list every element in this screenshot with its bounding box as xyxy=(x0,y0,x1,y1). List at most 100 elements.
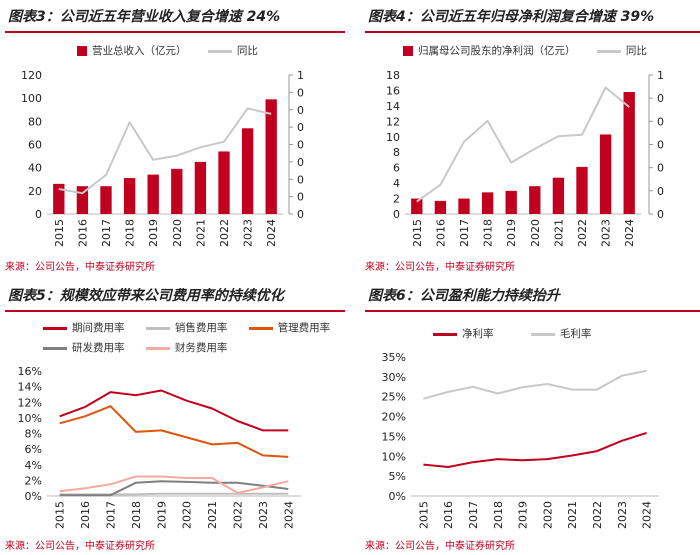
bar xyxy=(194,161,207,214)
series-line xyxy=(58,107,272,195)
y-tick-label: 0% xyxy=(389,490,406,503)
y-tick-label: 0% xyxy=(25,490,42,503)
right-tick-label: 0 xyxy=(297,121,304,134)
legend-label: 同比 xyxy=(625,45,647,57)
right-tick-label: 0 xyxy=(297,191,304,204)
source-note: 来源：公司公告，中泰证券研究所 xyxy=(5,541,155,552)
y-tick-label: 40 xyxy=(28,162,42,175)
bar xyxy=(53,183,65,214)
x-tick-label: 2020 xyxy=(541,501,554,529)
series-line xyxy=(423,369,647,400)
right-tick-label: 0 xyxy=(297,208,304,221)
y-tick-label: 14 xyxy=(386,100,400,113)
chart-plot: 0% 5% 10% 15% 20% 25% 30% 35% 2015 2016 2017 2018 20… xyxy=(382,351,659,529)
chart-title-text: 图表3：公司近五年营业收入复合增速 24% xyxy=(8,9,281,25)
legend-label: 管理费用率 xyxy=(277,322,331,334)
x-tick-label: 2023 xyxy=(600,219,613,247)
chart-plot: 0 20 40 60 80 100 120 0 0 0 0 0 0 0 0 1 2015 2016 2017 2018… xyxy=(21,69,304,247)
y-tick-label: 2 xyxy=(393,193,400,206)
legend-swatch xyxy=(403,46,413,56)
bar xyxy=(147,174,159,214)
y-tick-label: 12% xyxy=(18,396,42,409)
x-tick-label: 2017 xyxy=(467,501,480,529)
series-line xyxy=(59,389,289,432)
source-note: 来源：公司公告，中泰证券研究所 xyxy=(365,262,515,273)
legend-label: 研发费用率 xyxy=(72,342,125,354)
series-line xyxy=(59,480,289,497)
x-tick-label: 2020 xyxy=(171,219,184,247)
legend-item: 同比 xyxy=(596,43,647,58)
x-tick-label: 2019 xyxy=(155,501,168,529)
y-tick-label: 14% xyxy=(18,381,42,394)
legend-item: 管理费用率 xyxy=(248,320,331,335)
bar xyxy=(623,91,635,214)
bar xyxy=(171,168,183,214)
x-tick-label: 2015 xyxy=(417,501,430,529)
x-tick-label: 2016 xyxy=(79,501,92,529)
legend-label: 净利率 xyxy=(462,328,494,340)
chart-title: 图表5：规模效应带来公司费用率的持续优化 xyxy=(5,282,345,312)
y-tick-label: 4% xyxy=(25,459,42,472)
y-tick-label: 100 xyxy=(21,92,42,105)
chart-title-text: 图表5：规模效应带来公司费用率的持续优化 xyxy=(8,288,284,304)
right-tick-label: 0 xyxy=(297,156,304,169)
legend-item: 同比 xyxy=(207,43,258,58)
legend-item: 净利率 xyxy=(433,326,494,341)
x-tick-label: 2020 xyxy=(529,219,542,247)
source-note: 来源：公司公告，中泰证券研究所 xyxy=(365,541,515,552)
right-tick-label: 0 xyxy=(657,139,664,152)
chart-plot: 0% 2% 4% 6% 8% 10% 12% 14% 16% 2015 2016 2017 2018 20… xyxy=(18,365,301,529)
x-tick-label: 2022 xyxy=(232,501,245,529)
y-tick-label: 4 xyxy=(393,177,400,190)
legend-label: 财务费用率 xyxy=(174,342,228,354)
y-tick-label: 12 xyxy=(386,115,400,128)
y-tick-label: 10 xyxy=(386,131,400,144)
y-tick-label: 120 xyxy=(21,69,42,82)
chart-plot: 0 2 4 6 8 10 12 14 16 18 0 0 0 0 0 0 1 2015 2016 2017 2018 20… xyxy=(386,69,664,247)
legend-item: 财务费用率 xyxy=(145,340,228,355)
bar xyxy=(241,128,254,214)
legend-label: 同比 xyxy=(236,45,258,57)
right-tick-label: 0 xyxy=(657,185,664,198)
legend-label: 毛利率 xyxy=(559,328,592,340)
x-tick-label: 2024 xyxy=(282,501,295,529)
y-tick-label: 80 xyxy=(28,115,42,128)
right-tick-label: 1 xyxy=(657,69,664,82)
chart-title: 图表4：公司近五年归母净利润复合增速 39% xyxy=(365,3,700,33)
bar xyxy=(552,177,565,214)
x-tick-label: 2024 xyxy=(623,219,636,247)
chart-title-text: 图表4：公司近五年归母净利润复合增速 39% xyxy=(368,9,655,25)
bar xyxy=(599,134,612,214)
x-tick-label: 2020 xyxy=(181,501,194,529)
legend-swatch xyxy=(145,346,170,350)
series-line xyxy=(416,86,630,203)
bar xyxy=(123,178,136,214)
right-tick-label: 0 xyxy=(657,92,664,105)
series-line xyxy=(59,405,289,458)
x-tick-label: 2022 xyxy=(576,219,589,247)
legend-item: 研发费用率 xyxy=(43,340,125,355)
chart-title: 图表3：公司近五年营业收入复合增速 24% xyxy=(5,3,345,33)
legend-swatch xyxy=(248,326,273,330)
y-tick-label: 15% xyxy=(382,430,406,443)
legend-label: 销售费用率 xyxy=(174,322,228,334)
y-tick-label: 16% xyxy=(18,365,42,378)
x-tick-label: 2021 xyxy=(194,219,207,247)
x-tick-label: 2018 xyxy=(124,219,137,247)
legend-label: 营业总收入（亿元） xyxy=(92,45,187,57)
x-tick-label: 2019 xyxy=(505,219,518,247)
x-tick-label: 2021 xyxy=(566,501,579,529)
chart-panel-net-profit: 图表4：公司近五年归母净利润复合增速 39% 归属母公司股东的净利润（亿元） 同… xyxy=(365,3,700,275)
right-tick-label: 0 xyxy=(657,162,664,175)
legend-item: 期间费用率 xyxy=(43,320,125,335)
y-tick-label: 16 xyxy=(386,84,400,97)
y-tick-label: 60 xyxy=(28,139,42,152)
x-tick-label: 2023 xyxy=(257,501,270,529)
bar xyxy=(576,166,588,214)
x-tick-label: 2023 xyxy=(242,219,255,247)
legend-item: 归属母公司股东的净利润（亿元） xyxy=(403,43,576,58)
bar xyxy=(505,190,517,214)
bar xyxy=(218,151,230,214)
y-tick-label: 0 xyxy=(35,208,42,221)
right-tick-label: 0 xyxy=(297,104,304,117)
